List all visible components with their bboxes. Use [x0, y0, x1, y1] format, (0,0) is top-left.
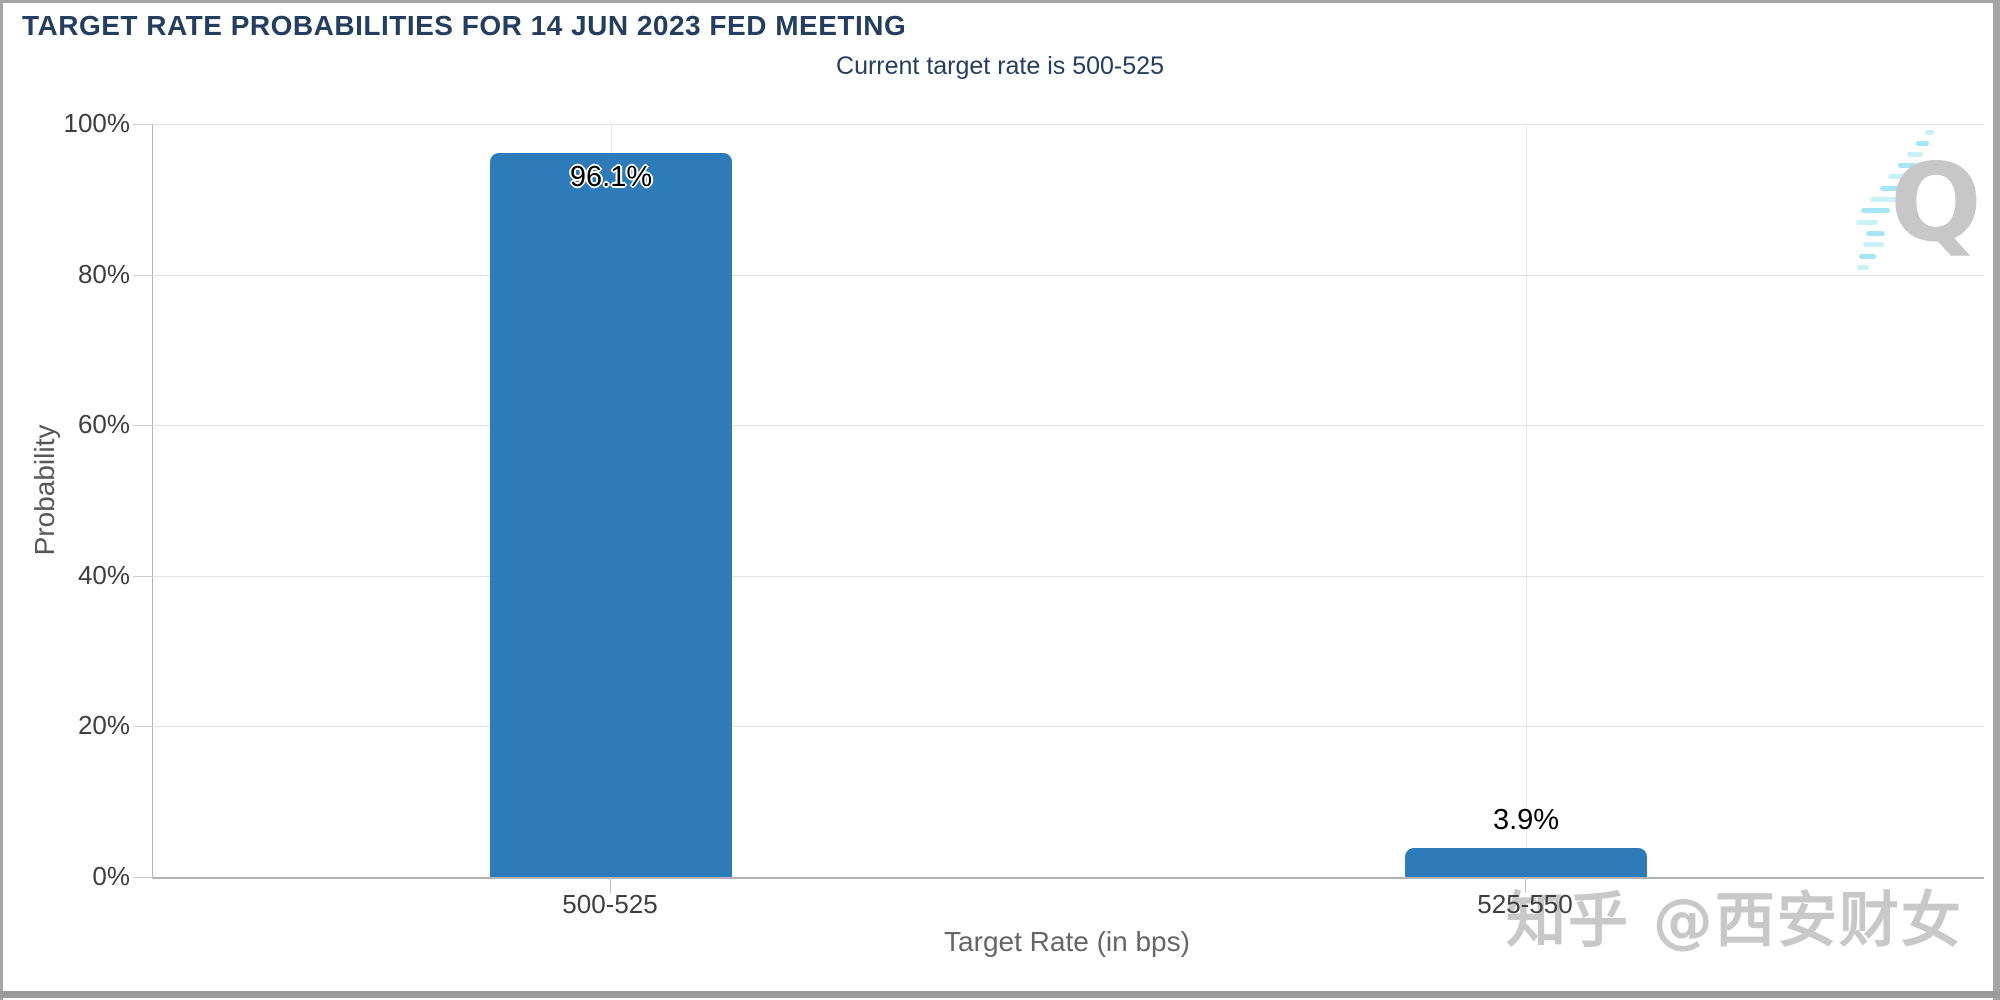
- y-tick: [133, 576, 153, 577]
- border-right: [1993, 0, 2000, 1000]
- zhihu-watermark: 知乎 @西安财女: [1506, 886, 1963, 956]
- chart-subtitle: Current target rate is 500-525: [836, 52, 1164, 80]
- q-letter-icon: Q: [1890, 141, 1982, 266]
- bar: [490, 153, 732, 877]
- logo-dash: [1916, 141, 1929, 146]
- x-axis-title: Target Rate (in bps): [944, 926, 1190, 957]
- logo-dash: [1870, 197, 1896, 202]
- logo-dash: [1856, 220, 1878, 225]
- y-tick: [133, 877, 153, 878]
- chart-title: TARGET RATE PROBABILITIES FOR 14 JUN 202…: [22, 10, 907, 41]
- y-tick-label: 100%: [63, 108, 131, 138]
- logo-dash: [1857, 265, 1869, 270]
- logo-dash: [1859, 254, 1876, 259]
- y-tick-label: 0%: [92, 861, 130, 891]
- quikstrike-logo: Q: [1852, 124, 1992, 294]
- bar-value-label: 3.9%: [1492, 804, 1560, 836]
- logo-dash: [1880, 186, 1902, 191]
- x-tick-label: 525-550: [1477, 889, 1573, 919]
- logo-dash: [1866, 231, 1885, 236]
- h-gridline: [153, 275, 1984, 276]
- h-gridline: [153, 124, 1984, 125]
- bar-value-label: 96.1%: [569, 161, 653, 193]
- y-tick-label: 80%: [77, 259, 130, 289]
- h-gridline: [153, 576, 1984, 577]
- logo-dash: [1888, 174, 1904, 179]
- y-axis-title: Probability: [29, 424, 60, 556]
- bar: [1405, 848, 1647, 877]
- h-gridline: [153, 425, 1984, 426]
- y-tick-label: 20%: [77, 710, 130, 740]
- logo-dash: [1898, 163, 1917, 168]
- logo-dash: [1861, 208, 1890, 213]
- h-gridline: [153, 726, 1984, 727]
- x-tick-label: 500-525: [562, 889, 658, 919]
- logo-dash: [1863, 242, 1884, 247]
- border-bottom: [0, 991, 2000, 998]
- x-tick: [1525, 877, 1526, 893]
- logo-dash: [1907, 152, 1923, 157]
- border-left: [0, 0, 3, 1000]
- y-tick-label: 60%: [77, 409, 130, 439]
- y-tick: [133, 275, 153, 276]
- y-tick-label: 40%: [77, 560, 130, 590]
- y-tick: [133, 425, 153, 426]
- plot-area: 96.1% 3.9%: [133, 124, 1984, 879]
- v-gridline: [1526, 124, 1527, 877]
- logo-dash: [1925, 130, 1934, 135]
- y-tick: [133, 124, 153, 125]
- border-top: [0, 0, 2000, 3]
- x-tick: [610, 877, 611, 893]
- y-tick: [133, 726, 153, 727]
